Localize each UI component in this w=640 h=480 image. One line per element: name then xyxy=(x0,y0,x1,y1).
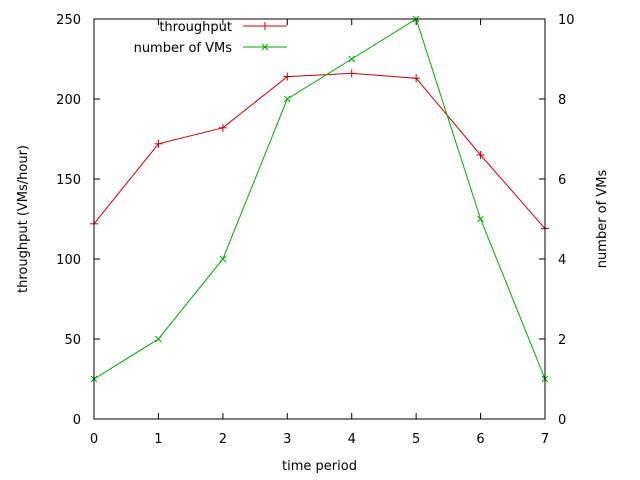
x-tick-label: 5 xyxy=(412,432,420,447)
y2-tick-label: 2 xyxy=(558,333,566,348)
x-tick-label: 6 xyxy=(476,432,484,447)
y-axis-label: throughput (VMs/hour) xyxy=(16,145,31,293)
data-point-number-of-vms xyxy=(348,55,356,63)
data-point-throughput xyxy=(476,151,485,159)
series-line-throughput xyxy=(93,72,546,229)
data-point-throughput xyxy=(218,123,227,132)
y-tick-label: 0 xyxy=(73,413,81,428)
y2-tick-label: 8 xyxy=(558,93,566,108)
data-point-throughput xyxy=(154,139,163,148)
data-point-throughput xyxy=(347,69,356,78)
y2-tick-label: 0 xyxy=(558,413,566,428)
legend-label-number-of-vms: number of VMs xyxy=(134,41,233,56)
y-tick-label: 50 xyxy=(64,333,81,348)
data-point-throughput xyxy=(412,74,421,83)
x-tick-label: 7 xyxy=(541,432,549,447)
y-tick-label: 100 xyxy=(56,253,81,268)
series-layer xyxy=(90,15,549,383)
y-tick-label: 200 xyxy=(56,93,81,108)
data-point-number-of-vms xyxy=(155,335,162,343)
x-tick-label: 2 xyxy=(219,432,227,447)
y-tick-label: 150 xyxy=(56,173,81,188)
x-tick-label: 1 xyxy=(154,432,162,447)
y2-tick-label: 4 xyxy=(558,253,566,268)
y2-tick-label: 10 xyxy=(558,13,575,28)
data-point-throughput xyxy=(283,72,292,81)
y2-axis-label: number of VMs xyxy=(595,170,610,269)
data-point-number-of-vms xyxy=(219,255,227,263)
data-point-number-of-vms xyxy=(283,95,291,103)
y-tick-label: 250 xyxy=(56,13,81,28)
data-point-number-of-vms xyxy=(477,215,484,223)
series-line-number-of-vms xyxy=(93,18,546,380)
x-tick-label: 0 xyxy=(90,432,98,447)
legend-marker-throughput xyxy=(261,22,269,30)
legend-marker-number-of-vms xyxy=(261,43,269,51)
legend-label-throughput: throughput xyxy=(159,20,232,35)
y2-tick-label: 6 xyxy=(558,173,566,188)
legend: throughput number of VMs xyxy=(134,20,287,56)
x-axis-label: time period xyxy=(282,459,357,474)
plot-frame xyxy=(93,18,546,420)
x-tick-label: 4 xyxy=(348,432,356,447)
x-tick-label: 3 xyxy=(283,432,291,447)
